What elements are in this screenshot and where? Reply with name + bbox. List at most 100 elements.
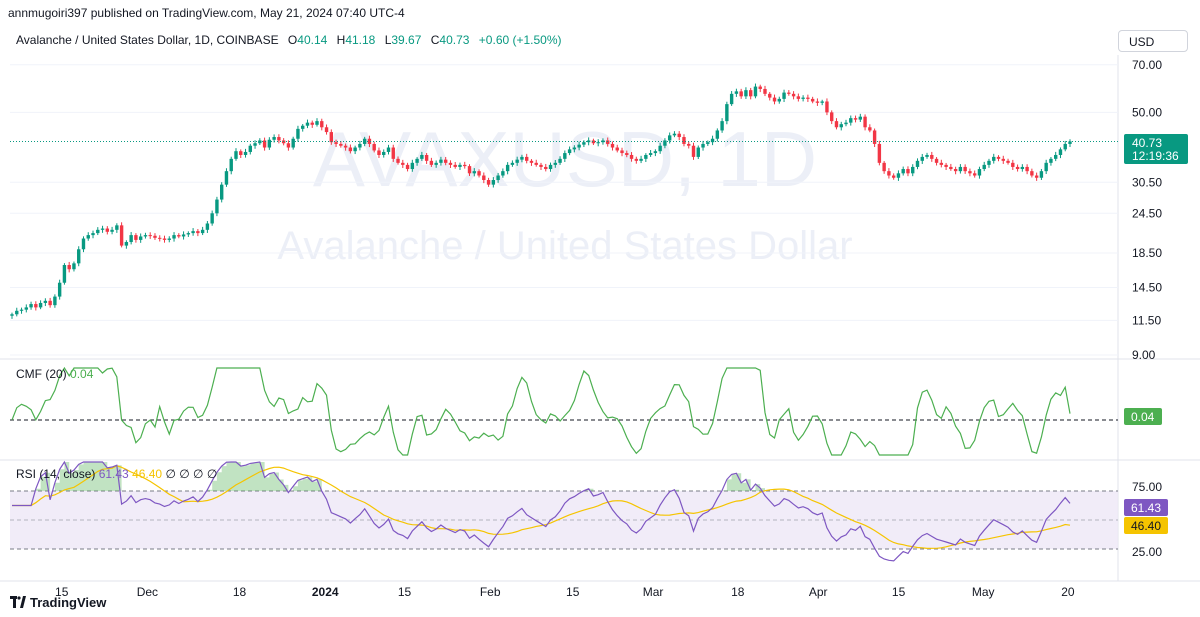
candle-body[interactable] (839, 124, 843, 128)
candle-body[interactable] (572, 147, 577, 150)
rsi-legend[interactable]: RSI (14, close) 61.43 46.40 ∅ ∅ ∅ ∅ (16, 467, 217, 481)
candle-body[interactable] (19, 309, 24, 311)
candle-body[interactable] (315, 121, 319, 125)
candle-body[interactable] (1030, 171, 1034, 176)
candle-body[interactable] (830, 112, 834, 122)
candle-body[interactable] (963, 166, 967, 172)
candle-body[interactable] (934, 158, 939, 163)
candle-body[interactable] (729, 93, 734, 105)
candle-body[interactable] (930, 154, 934, 159)
candle-body[interactable] (853, 118, 858, 120)
candle-body[interactable] (610, 143, 615, 148)
candle-body[interactable] (777, 98, 781, 102)
candle-body[interactable] (177, 235, 181, 237)
candle-body[interactable] (86, 235, 90, 239)
candle-body[interactable] (10, 314, 14, 316)
candle-body[interactable] (906, 169, 910, 174)
candle-body[interactable] (443, 159, 448, 163)
candle-body[interactable] (1039, 171, 1044, 178)
candle-body[interactable] (567, 149, 572, 154)
candle-body[interactable] (401, 162, 405, 165)
candle-body[interactable] (67, 265, 71, 270)
candle-body[interactable] (372, 143, 376, 151)
candle-body[interactable] (1068, 141, 1072, 144)
candle-body[interactable] (453, 164, 457, 167)
candle-body[interactable] (553, 162, 557, 165)
candle-body[interactable] (172, 235, 176, 239)
candle-body[interactable] (806, 97, 810, 99)
candle-body[interactable] (110, 229, 114, 232)
candle-body[interactable] (24, 307, 28, 310)
cmf-line[interactable] (11, 366, 1071, 456)
candle-body[interactable] (648, 153, 653, 155)
candle-body[interactable] (520, 156, 524, 160)
candle-body[interactable] (234, 151, 238, 159)
candle-body[interactable] (301, 125, 305, 129)
candle-body[interactable] (391, 147, 395, 159)
candle-body[interactable] (968, 171, 972, 174)
candle-body[interactable] (772, 97, 777, 102)
rsi-line[interactable] (12, 460, 1071, 562)
candle-body[interactable] (353, 147, 357, 152)
candle-body[interactable] (415, 158, 419, 163)
candle-body[interactable] (91, 233, 95, 236)
currency-button[interactable]: USD (1118, 30, 1188, 52)
candle-body[interactable] (763, 88, 767, 94)
candle-body[interactable] (687, 143, 691, 146)
candle-body[interactable] (515, 159, 519, 163)
candle-body[interactable] (496, 175, 500, 181)
candle-body[interactable] (410, 162, 415, 170)
candle-body[interactable] (305, 122, 310, 126)
candle-body[interactable] (472, 171, 476, 174)
candle-body[interactable] (820, 101, 824, 103)
candle-body[interactable] (739, 91, 743, 97)
candle-body[interactable] (558, 158, 562, 163)
candle-body[interactable] (196, 231, 200, 234)
candle-body[interactable] (577, 144, 581, 148)
candle-body[interactable] (601, 140, 605, 143)
candle-body[interactable] (953, 169, 958, 172)
candle-body[interactable] (882, 162, 886, 172)
candle-body[interactable] (477, 171, 481, 176)
candle-body[interactable] (996, 156, 1001, 159)
candle-body[interactable] (606, 140, 610, 144)
candle-body[interactable] (162, 238, 167, 240)
candle-body[interactable] (539, 164, 543, 167)
candle-body[interactable] (29, 304, 33, 308)
candle-body[interactable] (191, 231, 195, 234)
candle-body[interactable] (105, 228, 110, 232)
candle-body[interactable] (48, 300, 52, 306)
candle-body[interactable] (1015, 166, 1020, 170)
candle-body[interactable] (377, 150, 381, 155)
candle-body[interactable] (424, 154, 429, 161)
candle-body[interactable] (343, 145, 348, 148)
candle-body[interactable] (277, 137, 281, 141)
candle-body[interactable] (915, 160, 920, 167)
candle-body[interactable] (582, 142, 586, 145)
candle-body[interactable] (701, 143, 705, 148)
candle-body[interactable] (148, 235, 152, 237)
time-axis[interactable]: 15 Dec 18 2024 15 Feb 15 Mar 18 Apr 15 May 20 (55, 585, 1075, 599)
candle-body[interactable] (1054, 154, 1058, 159)
candle-body[interactable] (939, 162, 944, 165)
candle-body[interactable] (296, 128, 300, 139)
candle-body[interactable] (329, 132, 334, 143)
candle-body[interactable] (1025, 166, 1029, 172)
candles[interactable] (10, 83, 1072, 319)
candle-body[interactable] (887, 171, 891, 176)
candle-body[interactable] (591, 140, 596, 144)
candle-body[interactable] (715, 130, 720, 139)
candle-body[interactable] (448, 162, 453, 165)
candle-body[interactable] (667, 135, 672, 141)
tradingview-logo[interactable]: TradingView (10, 595, 106, 610)
candle-body[interactable] (358, 143, 362, 148)
candle-body[interactable] (119, 225, 124, 246)
candle-body[interactable] (548, 164, 553, 170)
candle-body[interactable] (134, 235, 138, 240)
candle-body[interactable] (1058, 149, 1063, 155)
candle-body[interactable] (34, 304, 38, 308)
candle-body[interactable] (1001, 158, 1005, 161)
candle-body[interactable] (658, 145, 662, 152)
candle-body[interactable] (115, 225, 119, 230)
candle-body[interactable] (43, 300, 48, 303)
